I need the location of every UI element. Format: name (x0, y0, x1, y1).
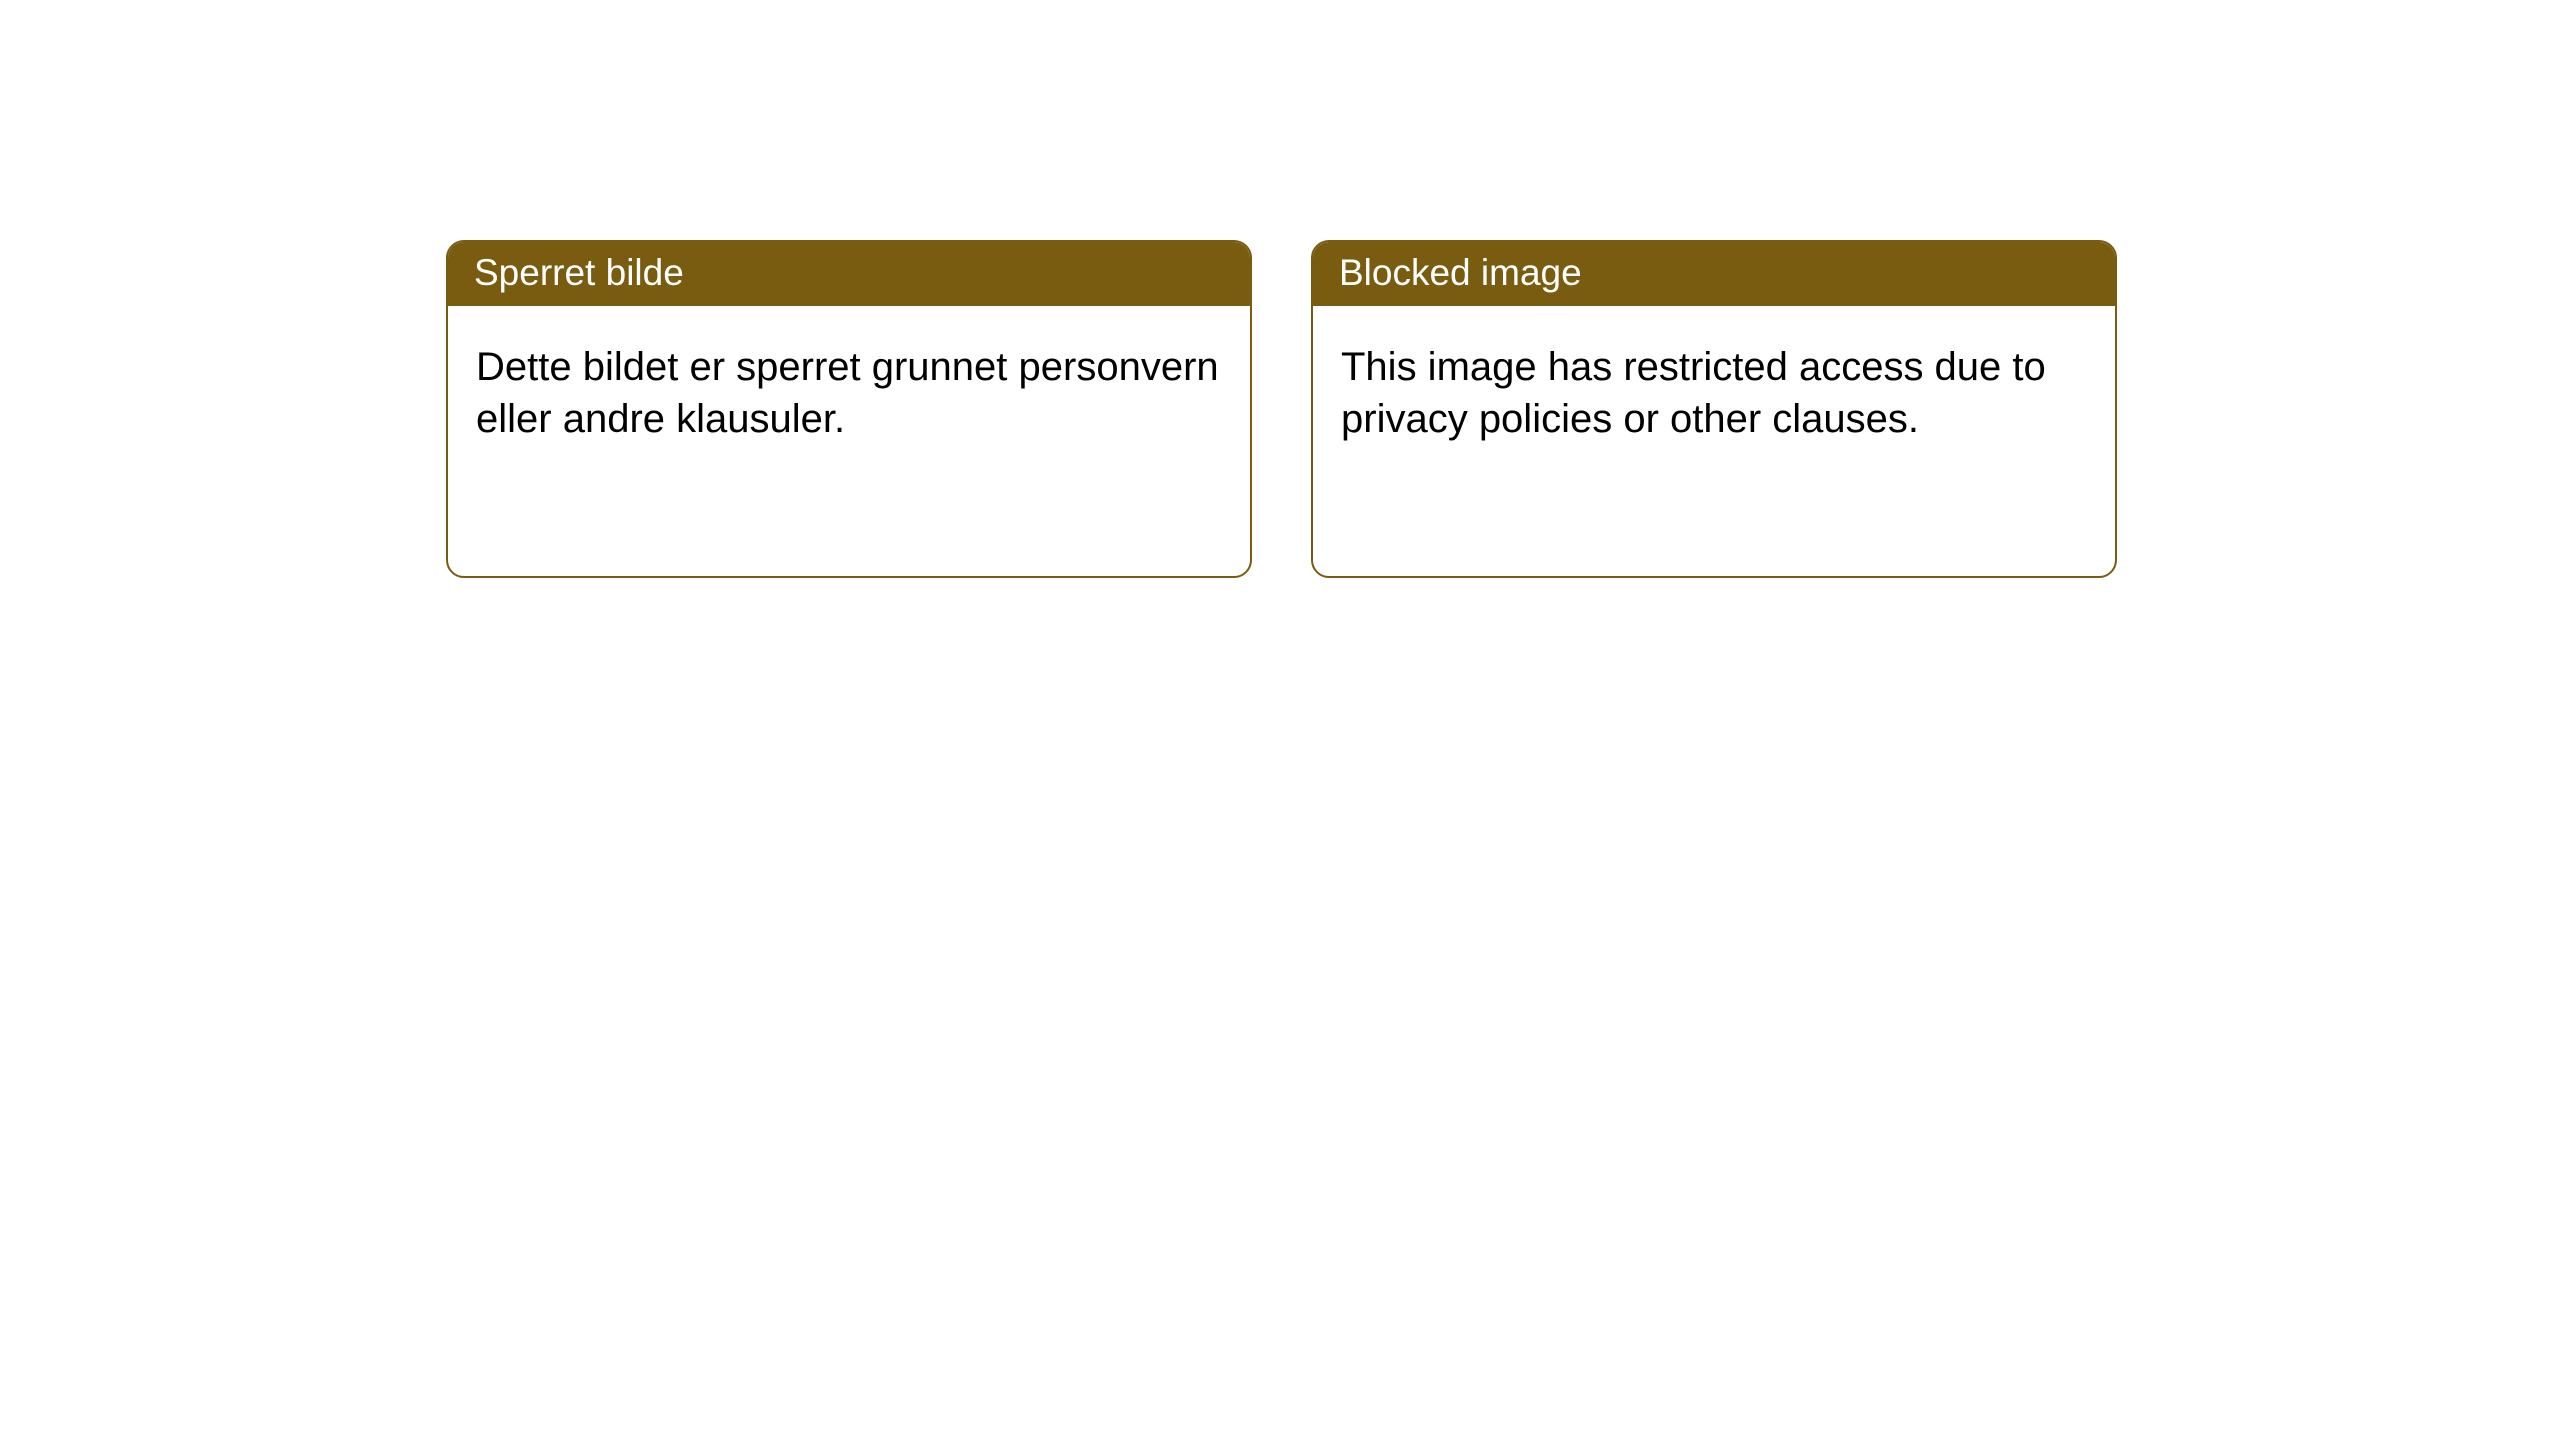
notice-card-english: Blocked image This image has restricted … (1311, 240, 2117, 578)
notice-card-norwegian: Sperret bilde Dette bildet er sperret gr… (446, 240, 1252, 578)
notice-header: Blocked image (1313, 242, 2115, 306)
notice-container: Sperret bilde Dette bildet er sperret gr… (446, 240, 2117, 578)
notice-body: Dette bildet er sperret grunnet personve… (448, 306, 1250, 480)
notice-header: Sperret bilde (448, 242, 1250, 306)
notice-body: This image has restricted access due to … (1313, 306, 2115, 480)
